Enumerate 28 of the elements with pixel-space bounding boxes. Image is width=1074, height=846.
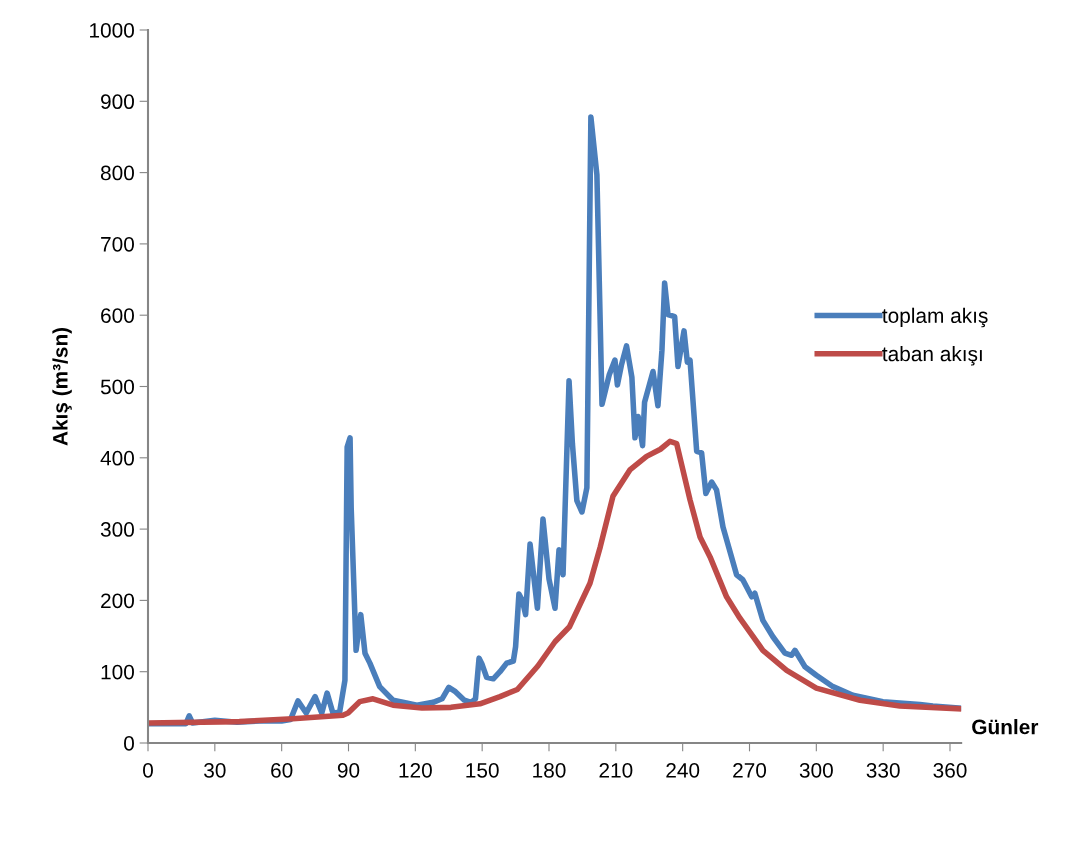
y-tick-label: 1000 (90, 23, 134, 38)
x-tick-label: 210 (599, 762, 633, 778)
x-tick-label: 240 (666, 762, 700, 778)
y-tick-label: 800 (100, 165, 134, 181)
y-tick-label: 500 (100, 379, 134, 395)
x-tick-label: 60 (271, 762, 293, 778)
x-tick-label: 120 (399, 762, 432, 778)
y-tick-label: 300 (100, 522, 134, 537)
y-tick-label: 400 (100, 450, 134, 466)
legend-label: toplam akış (882, 307, 988, 328)
x-axis-title: Günler (972, 719, 1039, 735)
x-tick-label: 90 (337, 762, 360, 778)
x-tick-label: 0 (143, 762, 153, 778)
x-tick-label: 300 (799, 762, 833, 778)
x-tick-label: 360 (933, 762, 967, 778)
legend-label: taban akışı (882, 345, 982, 366)
y-tick-label: 0 (124, 736, 134, 751)
y-tick-label: 100 (101, 664, 134, 680)
y-tick-label: 700 (101, 236, 134, 252)
x-tick-label: 270 (733, 762, 767, 778)
y-tick-label: 200 (101, 593, 134, 609)
y-axis-title: Akış (m³/sn) (52, 327, 72, 446)
x-tick-label: 30 (204, 762, 226, 778)
x-tick-label: 150 (466, 762, 499, 778)
x-tick-label: 180 (533, 762, 566, 778)
x-tick-label: 330 (866, 762, 900, 778)
y-tick-label: 600 (101, 308, 134, 323)
y-tick-label: 900 (101, 94, 134, 110)
